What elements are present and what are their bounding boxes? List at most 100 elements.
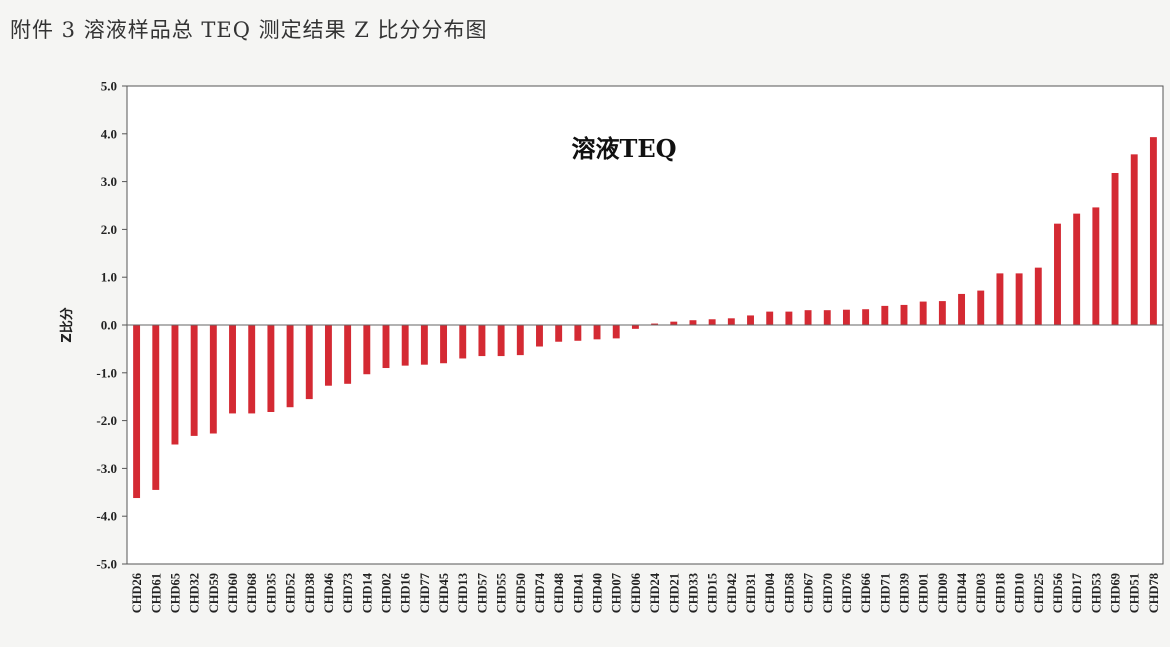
bar-chd15 — [708, 319, 716, 325]
x-tick-label: CHD03 — [974, 573, 988, 613]
y-tick-label: 0.0 — [101, 318, 117, 333]
x-tick-label: CHD65 — [168, 573, 182, 613]
x-tick-label: CHD51 — [1128, 573, 1142, 613]
x-tick-label: CHD07 — [610, 573, 624, 613]
y-tick-label: -2.0 — [96, 413, 117, 428]
x-tick-label: CHD18 — [993, 573, 1007, 613]
bar-chd68 — [248, 325, 256, 414]
x-tick-label: CHD55 — [495, 573, 509, 613]
x-tick-label: CHD04 — [763, 572, 777, 613]
x-tick-label: CHD61 — [149, 573, 163, 613]
bar-chd41 — [574, 325, 582, 341]
x-tick-label: CHD57 — [475, 573, 489, 613]
bar-chd44 — [958, 293, 966, 325]
x-tick-label: CHD09 — [936, 573, 950, 613]
x-tick-label: CHD33 — [686, 573, 700, 613]
x-tick-label: CHD40 — [591, 573, 605, 613]
x-tick-label: CHD35 — [264, 573, 278, 613]
x-tick-label: CHD46 — [322, 573, 336, 613]
bar-chd31 — [747, 315, 754, 325]
x-tick-label: CHD52 — [284, 573, 298, 613]
x-tick-label: CHD70 — [821, 573, 835, 613]
y-tick-label: -3.0 — [96, 461, 117, 476]
x-tick-label: CHD17 — [1070, 573, 1084, 613]
x-tick-label: CHD15 — [706, 573, 720, 613]
x-tick-label: CHD60 — [226, 573, 240, 613]
x-tick-label: CHD39 — [898, 573, 912, 613]
bar-chd76 — [842, 309, 850, 325]
bar-chd77 — [420, 325, 428, 365]
bar-chd58 — [785, 311, 793, 325]
bar-chd45 — [440, 325, 448, 364]
x-tick-label: CHD76 — [840, 573, 854, 613]
x-tick-label: CHD41 — [571, 573, 585, 613]
x-tick-label: CHD59 — [207, 573, 221, 613]
bar-chd09 — [938, 301, 946, 325]
x-tick-label: CHD13 — [456, 573, 470, 613]
bar-chd51 — [1130, 154, 1138, 325]
x-tick-label: CHD50 — [514, 573, 528, 613]
bar-chd73 — [344, 325, 352, 384]
x-tick-label: CHD71 — [878, 573, 892, 613]
bar-chd40 — [593, 325, 601, 340]
x-tick-label: CHD74 — [533, 572, 547, 613]
bar-chd60 — [229, 325, 236, 414]
y-tick-label: 4.0 — [101, 126, 117, 141]
bar-chd53 — [1092, 207, 1100, 325]
bar-chd66 — [862, 309, 870, 325]
x-tick-label: CHD21 — [667, 573, 681, 613]
x-tick-label: CHD16 — [399, 573, 413, 613]
x-tick-label: CHD67 — [802, 573, 816, 613]
y-tick-label: 3.0 — [101, 174, 117, 189]
bar-chd01 — [919, 301, 927, 325]
x-tick-label: CHD31 — [744, 573, 758, 613]
bar-chd78 — [1149, 137, 1157, 325]
x-tick-label: CHD26 — [130, 573, 144, 613]
x-tick-label: CHD24 — [648, 572, 662, 613]
x-tick-label: CHD42 — [725, 573, 739, 613]
bar-chd21 — [670, 321, 678, 325]
bar-chd52 — [286, 325, 294, 408]
x-tick-label: CHD25 — [1032, 573, 1046, 613]
bar-chd42 — [727, 318, 735, 325]
bar-chd24 — [651, 323, 659, 325]
bar-chd07 — [612, 325, 620, 339]
x-tick-label: CHD78 — [1147, 573, 1161, 613]
x-tick-label: CHD32 — [188, 573, 202, 613]
x-tick-label: CHD56 — [1051, 573, 1065, 613]
bar-chd33 — [689, 320, 697, 325]
bar-chd02 — [382, 325, 390, 369]
bar-chd38 — [305, 325, 313, 400]
x-tick-label: CHD44 — [955, 572, 969, 613]
bar-chd59 — [209, 325, 217, 434]
bar-chd16 — [401, 325, 409, 366]
bar-chd26 — [133, 325, 141, 499]
y-tick-label: 5.0 — [101, 79, 117, 94]
x-tick-label: CHD73 — [341, 573, 355, 613]
x-tick-label: CHD38 — [303, 573, 317, 613]
bar-chd35 — [267, 325, 275, 412]
x-tick-label: CHD69 — [1109, 573, 1123, 613]
x-tick-label: CHD45 — [437, 573, 451, 613]
y-axis-label: Z比分 — [59, 307, 75, 342]
bar-chd32 — [190, 325, 198, 436]
bar-chd50 — [516, 325, 524, 356]
bar-chd69 — [1111, 172, 1119, 325]
chart-title: 溶液TEQ — [571, 134, 676, 163]
bar-chd04 — [766, 311, 774, 325]
bar-chd18 — [996, 273, 1004, 325]
bar-chd25 — [1034, 267, 1042, 325]
bar-chd55 — [497, 325, 505, 357]
y-tick-label: -1.0 — [96, 365, 117, 380]
y-tick-label: -4.0 — [96, 509, 117, 524]
bar-chd61 — [152, 325, 160, 490]
x-tick-label: CHD14 — [360, 572, 374, 613]
bar-chd56 — [1054, 223, 1061, 325]
bar-chd70 — [823, 310, 831, 325]
x-tick-label: CHD48 — [552, 573, 566, 613]
x-tick-label: CHD58 — [782, 573, 796, 613]
bar-chd17 — [1073, 213, 1081, 325]
y-tick-label: 2.0 — [101, 222, 117, 237]
bar-chd48 — [555, 325, 563, 342]
